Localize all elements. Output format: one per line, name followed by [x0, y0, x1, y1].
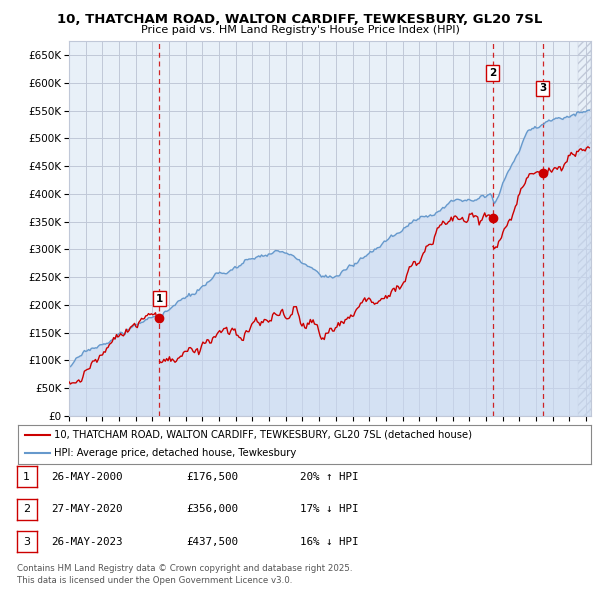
- Text: Price paid vs. HM Land Registry's House Price Index (HPI): Price paid vs. HM Land Registry's House …: [140, 25, 460, 35]
- Text: £176,500: £176,500: [186, 472, 238, 481]
- Text: Contains HM Land Registry data © Crown copyright and database right 2025.
This d: Contains HM Land Registry data © Crown c…: [17, 565, 352, 585]
- Text: 2: 2: [489, 68, 496, 78]
- Text: HPI: Average price, detached house, Tewkesbury: HPI: Average price, detached house, Tewk…: [54, 448, 296, 458]
- Text: 20% ↑ HPI: 20% ↑ HPI: [300, 472, 359, 481]
- Text: 26-MAY-2000: 26-MAY-2000: [51, 472, 122, 481]
- Text: 3: 3: [539, 83, 546, 93]
- Text: £437,500: £437,500: [186, 537, 238, 546]
- Text: 2: 2: [23, 504, 30, 514]
- Text: 1: 1: [155, 294, 163, 304]
- Text: 10, THATCHAM ROAD, WALTON CARDIFF, TEWKESBURY, GL20 7SL: 10, THATCHAM ROAD, WALTON CARDIFF, TEWKE…: [58, 13, 542, 26]
- Text: 27-MAY-2020: 27-MAY-2020: [51, 504, 122, 514]
- Text: 26-MAY-2023: 26-MAY-2023: [51, 537, 122, 546]
- Text: 17% ↓ HPI: 17% ↓ HPI: [300, 504, 359, 514]
- Text: 1: 1: [23, 472, 30, 481]
- Text: 10, THATCHAM ROAD, WALTON CARDIFF, TEWKESBURY, GL20 7SL (detached house): 10, THATCHAM ROAD, WALTON CARDIFF, TEWKE…: [54, 430, 472, 440]
- Text: £356,000: £356,000: [186, 504, 238, 514]
- Text: 16% ↓ HPI: 16% ↓ HPI: [300, 537, 359, 546]
- Text: 3: 3: [23, 537, 30, 546]
